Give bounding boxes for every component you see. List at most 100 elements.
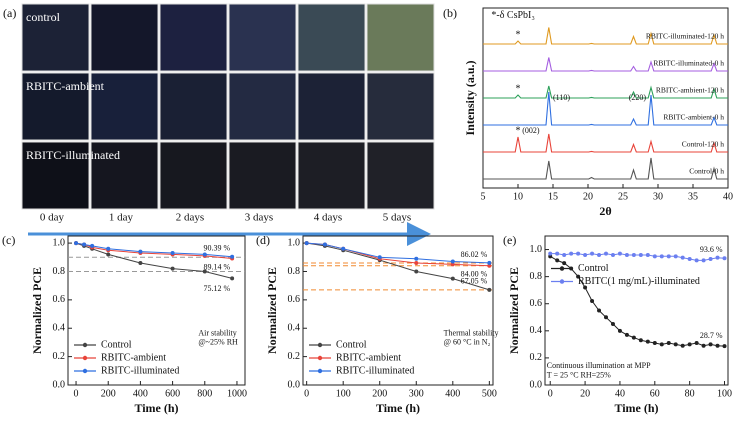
data-point [624,332,629,337]
photo-cell [159,72,228,141]
annotation: @~25% RH [198,337,238,346]
x-tick-label: 80 [685,388,695,399]
y-tick-label: 0.4 [53,323,66,334]
value-label: 84.00 % [461,270,488,279]
annotation: Thermal stability [444,329,499,338]
photo-cell [21,3,90,72]
data-point [701,343,706,348]
data-point [377,255,382,260]
plot-frame [544,235,729,386]
y-axis-title: Intensity (a.u.) [463,60,477,135]
x-tick-label: 400 [445,388,460,399]
data-point [631,252,636,257]
row-label: RBITC-ambient [26,79,105,93]
data-point [450,262,455,267]
x-tick-label: 200 [101,388,116,399]
photo-cell [228,72,297,141]
x-axis-title: Time (h) [134,401,178,415]
data-point [645,339,650,344]
data-point [576,251,581,256]
data-point [487,263,492,268]
data-point [708,342,713,347]
panel-label: (e) [503,233,516,247]
legend-marker [82,342,88,348]
data-point [202,269,207,274]
data-point [604,315,608,320]
photo-cell [297,72,366,141]
series-line [483,85,728,99]
data-point [450,276,455,281]
photo-cell [366,72,435,141]
x-tick-label: 0 [74,388,79,399]
panel-label: (b) [443,6,457,20]
value-label: 75.12 % [203,284,230,293]
y-tick-label: 0.6 [288,294,301,305]
data-point [555,258,560,263]
data-point [90,243,95,248]
legend-label: RBITC-ambient [336,352,401,363]
value-label: 28.7 % [700,331,723,340]
trace-label: RBITC-ambient-0 h [663,113,724,122]
data-point [617,251,622,256]
data-point [659,254,664,259]
value-label: 93.6 % [700,245,723,254]
column-label: 2 days [176,212,204,224]
row-label: control [26,10,61,24]
y-tick-label: 0.8 [53,266,66,277]
data-point [694,341,699,346]
row-label: RBITC-illuminated [26,148,120,162]
value-label: 89.14 % [203,262,230,271]
data-point [610,322,615,327]
x-tick-label: 300 [409,388,424,399]
x-tick-label: 0 [304,388,309,399]
data-point [610,252,615,257]
photo-cell [90,72,159,141]
y-tick-label: 0.4 [288,323,301,334]
x-tick-label: 400 [133,388,148,399]
data-point [604,251,608,256]
column-label: 5 days [383,212,411,224]
series-line [483,91,728,126]
legend-marker [317,355,323,361]
x-tick-label: 800 [197,388,212,399]
legend-marker [559,266,565,271]
y-tick-label: 0.2 [530,352,543,363]
series-line [483,27,728,45]
series-line [483,133,728,153]
y-tick-label: 0.8 [530,271,543,282]
y-axis-title: Normalized PCE [507,267,521,354]
data-point [715,255,720,260]
y-tick-label: 0.6 [530,298,543,309]
x-tick-label: 15 [548,191,558,202]
x-tick-label: 10 [513,191,523,202]
series-line [483,57,728,72]
data-point [701,258,706,263]
y-tick-label: 0.0 [53,379,66,390]
photo-cell [159,3,228,72]
x-tick-label: 20 [580,388,590,399]
data-point [694,258,699,263]
data-point [597,252,602,257]
data-point [631,335,636,340]
data-point [715,343,720,348]
annotation: @ 60 °C in N₂ [444,337,491,346]
x-tick-label: 600 [165,388,180,399]
trace-label: RBITC-illuminated-0 h [653,59,724,68]
x-tick-label: 100 [717,388,732,399]
data-point [414,269,419,274]
data-point [652,341,657,346]
x-tick-label: 100 [336,388,351,399]
data-point [708,257,713,262]
trace-label: RBITC-ambient-120 h [656,86,724,95]
data-point [82,242,87,247]
photo-cell [21,141,90,210]
data-point [487,287,492,292]
data-point [304,241,309,246]
data-point [687,257,692,262]
y-tick-label: 0.0 [530,379,543,390]
trace-label: Control-0 h [689,167,724,176]
legend-label: RBITC(1 mg/mL)-illuminated [578,276,700,287]
x-tick-label: 25 [618,191,628,202]
value-label: 67.05 % [461,277,488,286]
x-tick-label: 60 [650,388,660,399]
